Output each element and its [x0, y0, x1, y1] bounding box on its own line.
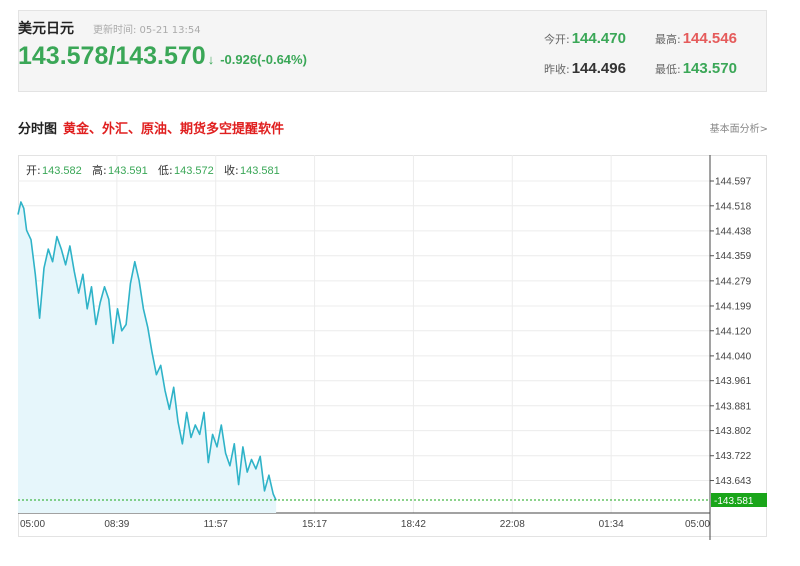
section-title-text: 分时图 [18, 122, 58, 137]
down-arrow-icon: ↓ [207, 52, 215, 67]
x-tick-label: 18:42 [401, 519, 426, 530]
y-tick-label: 144.518 [715, 201, 752, 212]
x-tick-label: 08:39 [104, 519, 129, 530]
current-price-label: -143.581 [714, 496, 754, 507]
price-change: -0.926(-0.64%) [220, 52, 307, 67]
ohlc-value: 143.582 [42, 165, 82, 177]
bid-price: 143.578 [18, 42, 109, 70]
quote-panel [18, 10, 767, 92]
current-price-tag [711, 493, 767, 507]
y-tick-label: 144.359 [715, 251, 752, 262]
price-area [18, 202, 277, 513]
stat-high: 最高: 144.546 [655, 30, 737, 47]
x-tick-label: 15:17 [302, 519, 327, 530]
y-tick-label: 143.881 [715, 401, 752, 412]
stat-high-value: 144.546 [682, 30, 737, 47]
x-tick-label: 11:57 [204, 519, 229, 530]
section-title: 分时图 黄金、外汇、原油、期货多空提醒软件 [18, 118, 284, 137]
y-tick-label: 144.438 [715, 226, 752, 237]
ohlc-label: 开: [26, 164, 41, 177]
ohlc-label: 收: [224, 163, 239, 177]
stat-low-value: 143.570 [682, 60, 737, 77]
price-line [17, 201, 277, 501]
y-tick-label: 144.279 [715, 276, 752, 287]
price-separator: / [108, 42, 116, 70]
stat-open-label: 今开: [544, 33, 570, 46]
x-tick-label: 01:34 [599, 519, 624, 530]
stat-low-label: 最低: [655, 63, 681, 76]
x-tick-label: 05:00 [685, 519, 710, 530]
update-time: 更新时间: 05-21 13:54 [93, 25, 201, 36]
y-tick-label: 143.802 [715, 426, 752, 437]
y-tick-label: 144.120 [715, 326, 752, 337]
symbol-name: 美元日元 [18, 21, 74, 37]
stat-open-value: 144.470 [571, 30, 626, 47]
promo-link[interactable]: 黄金、外汇、原油、期货多空提醒软件 [63, 122, 285, 137]
y-tick-label: 144.199 [715, 301, 752, 312]
stat-open: 今开: 144.470 [544, 30, 626, 47]
x-tick-label: 22:08 [500, 519, 525, 530]
stat-low: 最低: 143.570 [655, 60, 737, 77]
ohlc-value: 143.581 [240, 165, 280, 177]
ohlc-label: 高: [92, 163, 107, 177]
stat-prev-close: 昨收: 144.496 [544, 60, 626, 77]
y-tick-label: 144.597 [715, 177, 752, 188]
x-tick-label: 05:00 [20, 519, 45, 530]
ohlc-label: 低: [158, 164, 173, 177]
price-main: 143.578/143.570 ↓ -0.926(-0.64%) [18, 42, 307, 71]
stat-high-label: 最高: [655, 33, 681, 46]
stat-prev-close-label: 昨收: [544, 63, 570, 76]
ohlc-value: 143.591 [108, 165, 148, 177]
y-tick-label: 143.961 [715, 376, 752, 387]
fundamental-analysis-link[interactable]: 基本面分析> [709, 124, 768, 135]
y-tick-label: 143.643 [715, 476, 752, 487]
stat-prev-close-value: 144.496 [571, 60, 626, 77]
y-tick-label: 143.722 [715, 451, 752, 462]
ask-price: 143.570 [115, 42, 206, 70]
ohlc-value: 143.572 [174, 165, 214, 177]
y-tick-label: 144.040 [715, 351, 752, 362]
